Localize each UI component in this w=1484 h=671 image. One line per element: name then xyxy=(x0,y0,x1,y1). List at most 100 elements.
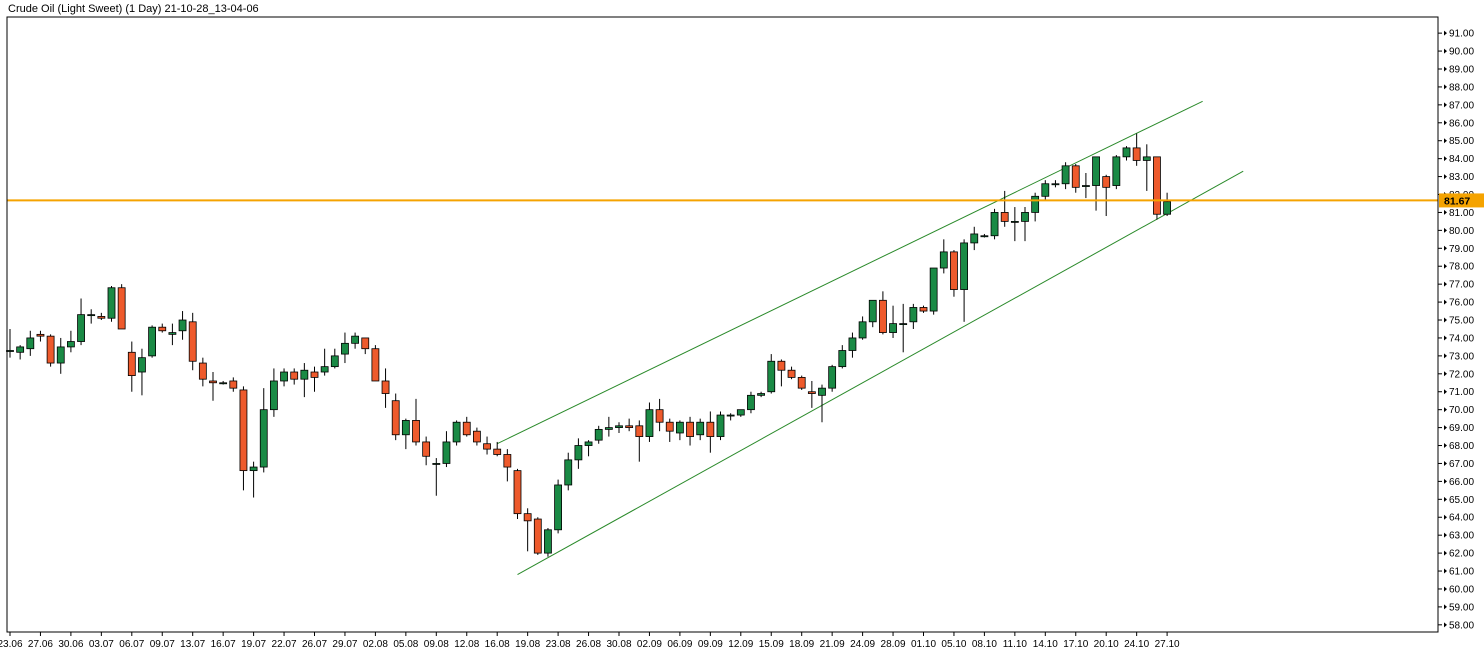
candle-body-up xyxy=(269,380,278,411)
candle xyxy=(574,438,583,469)
candle xyxy=(726,413,735,421)
candle xyxy=(168,323,177,346)
candle xyxy=(412,398,420,446)
candle-body-up xyxy=(990,212,999,237)
x-tick-label: 27.06 xyxy=(28,639,53,650)
x-tick-label: 14.10 xyxy=(1033,639,1058,650)
candle-body-up xyxy=(909,307,918,323)
x-tick-label: 02.09 xyxy=(637,639,662,650)
candle xyxy=(320,348,329,376)
candle-body-up xyxy=(16,346,25,353)
candle xyxy=(848,332,857,358)
y-tick-arrow-icon xyxy=(1444,460,1447,466)
x-tick-label: 22.07 xyxy=(272,639,297,650)
y-tick-arrow-icon xyxy=(1444,138,1447,144)
candle-body-up xyxy=(868,299,877,323)
candle-body-up xyxy=(1051,183,1060,186)
y-tick-label: 71.00 xyxy=(1449,387,1474,398)
candle-body-up xyxy=(1092,156,1100,186)
price-label-bg xyxy=(1439,193,1484,208)
candle-body-up xyxy=(696,421,705,436)
price-label-text: 81.67 xyxy=(1444,195,1470,207)
y-tick-label: 80.00 xyxy=(1449,226,1474,237)
candle-body-up xyxy=(1122,147,1131,158)
x-tick-label: 19.08 xyxy=(515,639,540,650)
candle-body-down xyxy=(1132,147,1141,161)
candle-body-down xyxy=(635,425,644,437)
candle xyxy=(787,366,796,380)
candle xyxy=(16,345,25,360)
candle xyxy=(36,330,45,342)
candle-body-down xyxy=(1071,165,1080,188)
candle xyxy=(929,267,938,315)
y-tick-arrow-icon xyxy=(1444,496,1447,502)
candle xyxy=(706,411,715,453)
candle-body-down xyxy=(655,409,664,423)
candle xyxy=(310,366,319,392)
candle xyxy=(87,309,96,324)
candle xyxy=(615,422,623,433)
candle-body-down xyxy=(483,443,491,450)
candle xyxy=(909,303,918,329)
candle xyxy=(797,375,806,390)
candle-body-up xyxy=(676,421,684,434)
x-tick-label: 30.06 xyxy=(58,639,83,650)
x-tick-label: 24.10 xyxy=(1124,639,1149,650)
y-tick-label: 79.00 xyxy=(1449,244,1474,255)
candle xyxy=(493,441,502,457)
candle-body-down xyxy=(46,335,55,364)
y-tick-arrow-icon xyxy=(1444,335,1447,341)
candle-body-down xyxy=(777,360,786,371)
candle-body-up xyxy=(767,360,776,393)
y-tick-arrow-icon xyxy=(1444,604,1447,610)
x-tick-label: 03.07 xyxy=(89,639,114,650)
x-tick-label: 19.07 xyxy=(241,639,266,650)
y-tick-arrow-icon xyxy=(1444,514,1447,520)
candle xyxy=(67,330,75,353)
candle-body-up xyxy=(249,466,258,472)
candle xyxy=(188,312,197,371)
candle-body-down xyxy=(686,421,694,437)
y-axis: 58.00 59.00 60.00 61.00 62.00 63.00 64.00 65.00… xyxy=(1438,29,1474,631)
candle xyxy=(1132,133,1141,166)
candle xyxy=(117,284,126,330)
y-tick-arrow-icon xyxy=(1444,425,1447,431)
candle xyxy=(229,377,238,392)
y-tick-label: 65.00 xyxy=(1449,495,1474,506)
candle xyxy=(442,431,451,468)
candle xyxy=(371,345,380,382)
candle-body-down xyxy=(198,362,207,380)
x-tick-label: 12.08 xyxy=(454,639,479,650)
x-tick-label: 16.07 xyxy=(211,639,236,650)
x-tick-label: 02.08 xyxy=(363,639,388,650)
trend-channel xyxy=(496,100,1244,576)
candle-body-up xyxy=(554,484,562,531)
candle-body-down xyxy=(625,425,634,428)
x-tick-label: 05.10 xyxy=(941,639,966,650)
candle-body-up xyxy=(1112,156,1121,186)
candle xyxy=(209,372,217,401)
candle xyxy=(1153,156,1161,220)
y-tick-arrow-icon xyxy=(1444,156,1447,162)
x-tick-label: 29.07 xyxy=(332,639,357,650)
candle-body-down xyxy=(950,251,958,290)
y-tick-arrow-icon xyxy=(1444,209,1447,215)
candle-body-down xyxy=(1153,156,1161,215)
candle xyxy=(625,418,634,432)
candles xyxy=(6,133,1171,557)
x-tick-label: 21.09 xyxy=(820,639,845,650)
candle xyxy=(138,348,146,396)
candle-body-down xyxy=(158,326,167,332)
candle xyxy=(503,449,512,482)
y-tick-arrow-icon xyxy=(1444,371,1447,377)
chart-title: Crude Oil (Light Sweet) (1 Day) 21-10-28… xyxy=(8,3,259,15)
candle xyxy=(1021,207,1029,242)
x-tick-label: 09.09 xyxy=(698,639,723,650)
candle xyxy=(604,416,613,437)
channel-upper-line xyxy=(496,100,1203,445)
candle xyxy=(341,332,349,364)
candle xyxy=(178,311,187,340)
candle xyxy=(361,337,370,355)
x-tick-label: 17.10 xyxy=(1063,639,1088,650)
candle xyxy=(564,452,573,491)
